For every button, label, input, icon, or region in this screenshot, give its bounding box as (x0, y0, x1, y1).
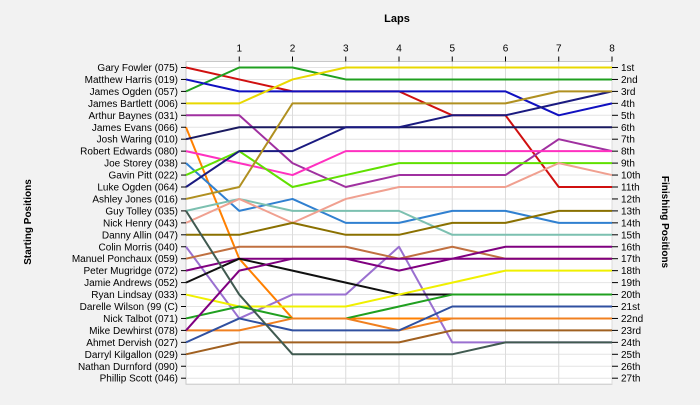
starting-label: Jamie Andrews (052) (84, 278, 178, 289)
series-lines (185, 66, 613, 356)
starting-label: Peter Mugridge (072) (84, 266, 179, 277)
starting-label: Ryan Lindsay (033) (91, 290, 178, 301)
starting-label: Ashley Jones (016) (92, 194, 178, 205)
finishing-labels: 1st2nd3rd4th5th6th7th8th9th10th11th12th1… (612, 63, 643, 385)
finishing-label: 7th (621, 135, 635, 146)
starting-label: Manuel Ponchaux (059) (72, 254, 178, 265)
series-line-15 (186, 209, 612, 236)
finishing-label: 20th (621, 290, 640, 301)
series-line-4 (186, 66, 612, 105)
starting-label: James Ogden (057) (90, 87, 178, 98)
finishing-label: 1st (621, 63, 635, 74)
right-axis-title: Finishing Positions (659, 176, 670, 269)
starting-label: Nick Talbot (071) (103, 314, 178, 325)
starting-label: Matthew Harris (019) (85, 75, 178, 86)
starting-label: Phillip Scott (046) (100, 374, 178, 385)
finishing-label: 8th (621, 147, 635, 158)
finishing-label: 18th (621, 266, 640, 277)
x-tick-label: 5 (449, 44, 455, 55)
series-line-20 (185, 269, 612, 308)
starting-label: Luke Ogden (064) (97, 183, 178, 194)
starting-label: Darryl Kilgallon (029) (85, 350, 178, 361)
starting-label: Joe Storey (038) (104, 159, 178, 170)
series-line-8 (185, 150, 612, 177)
finishing-label: 15th (621, 230, 640, 241)
starting-label: Nathan Durnford (090) (78, 362, 178, 373)
x-tick-label: 2 (290, 44, 296, 55)
finishing-label: 19th (621, 278, 640, 289)
series-line-14 (185, 162, 613, 224)
x-tick-label: 1 (236, 44, 242, 55)
series-line-24 (185, 305, 612, 344)
finishing-label: 26th (621, 362, 640, 373)
x-tick-label: 4 (396, 44, 402, 55)
finishing-label: 2nd (621, 75, 638, 86)
finishing-label: 25th (621, 350, 640, 361)
x-tick-label: 7 (556, 44, 562, 55)
series-line-25 (185, 329, 612, 356)
starting-label: Gavin Pitt (022) (109, 171, 178, 182)
finishing-label: 3rd (621, 87, 635, 98)
starting-label: Gary Fowler (075) (97, 63, 178, 74)
series-line-21 (185, 293, 612, 320)
finishing-label: 14th (621, 218, 640, 229)
finishing-label: 12th (621, 194, 640, 205)
finishing-label: 23rd (621, 326, 641, 337)
finishing-label: 21st (621, 302, 640, 313)
x-tick-label: 6 (503, 44, 509, 55)
series-line-13 (185, 197, 612, 236)
series-line-10 (185, 150, 612, 188)
starting-label: Josh Waring (010) (97, 135, 178, 146)
series-line-23 (185, 257, 612, 332)
starting-label: Danny Allin (047) (102, 230, 178, 241)
starting-label: James Evans (066) (92, 123, 178, 134)
starting-label: Ahmet Dervish (027) (86, 338, 178, 349)
finishing-label: 4th (621, 99, 635, 110)
x-ticks: 1 2 3 4 5 6 7 8 (236, 44, 615, 62)
finishing-label: 10th (621, 171, 640, 182)
finishing-label: 13th (621, 206, 640, 217)
starting-labels: Gary Fowler (075)Matthew Harris (019)Jam… (72, 63, 186, 385)
finishing-label: 16th (621, 242, 640, 253)
x-tick-label: 3 (343, 44, 349, 55)
finishing-label: 11th (621, 183, 640, 194)
series-line-26 (185, 210, 612, 356)
series-line-18 (185, 245, 612, 272)
finishing-label: 5th (621, 111, 635, 122)
starting-label: Robert Edwards (080) (80, 147, 178, 158)
starting-label: Nick Henry (043) (103, 218, 178, 229)
starting-label: Arthur Baynes (031) (89, 111, 179, 122)
finishing-label: 9th (621, 159, 635, 170)
series-line-12 (185, 90, 612, 200)
finishing-label: 6th (621, 123, 635, 134)
starting-label: James Bartlett (006) (88, 99, 178, 110)
finishing-label: 27th (621, 374, 640, 385)
finishing-label: 17th (621, 254, 640, 265)
finishing-label: 24th (621, 338, 640, 349)
starting-label: Mike Dewhirst (078) (89, 326, 178, 337)
left-axis-title: Starting Positions (23, 179, 34, 265)
chart-title: Laps (384, 13, 410, 25)
series-line-2 (185, 66, 612, 93)
starting-label: Darelle Wilson (99 (C) (80, 302, 178, 313)
finishing-label: 22nd (621, 314, 643, 325)
series-line-11 (185, 90, 613, 188)
starting-label: Guy Tolley (035) (105, 206, 178, 217)
x-tick-label: 8 (609, 44, 615, 55)
starting-label: Colin Morris (040) (99, 242, 178, 253)
